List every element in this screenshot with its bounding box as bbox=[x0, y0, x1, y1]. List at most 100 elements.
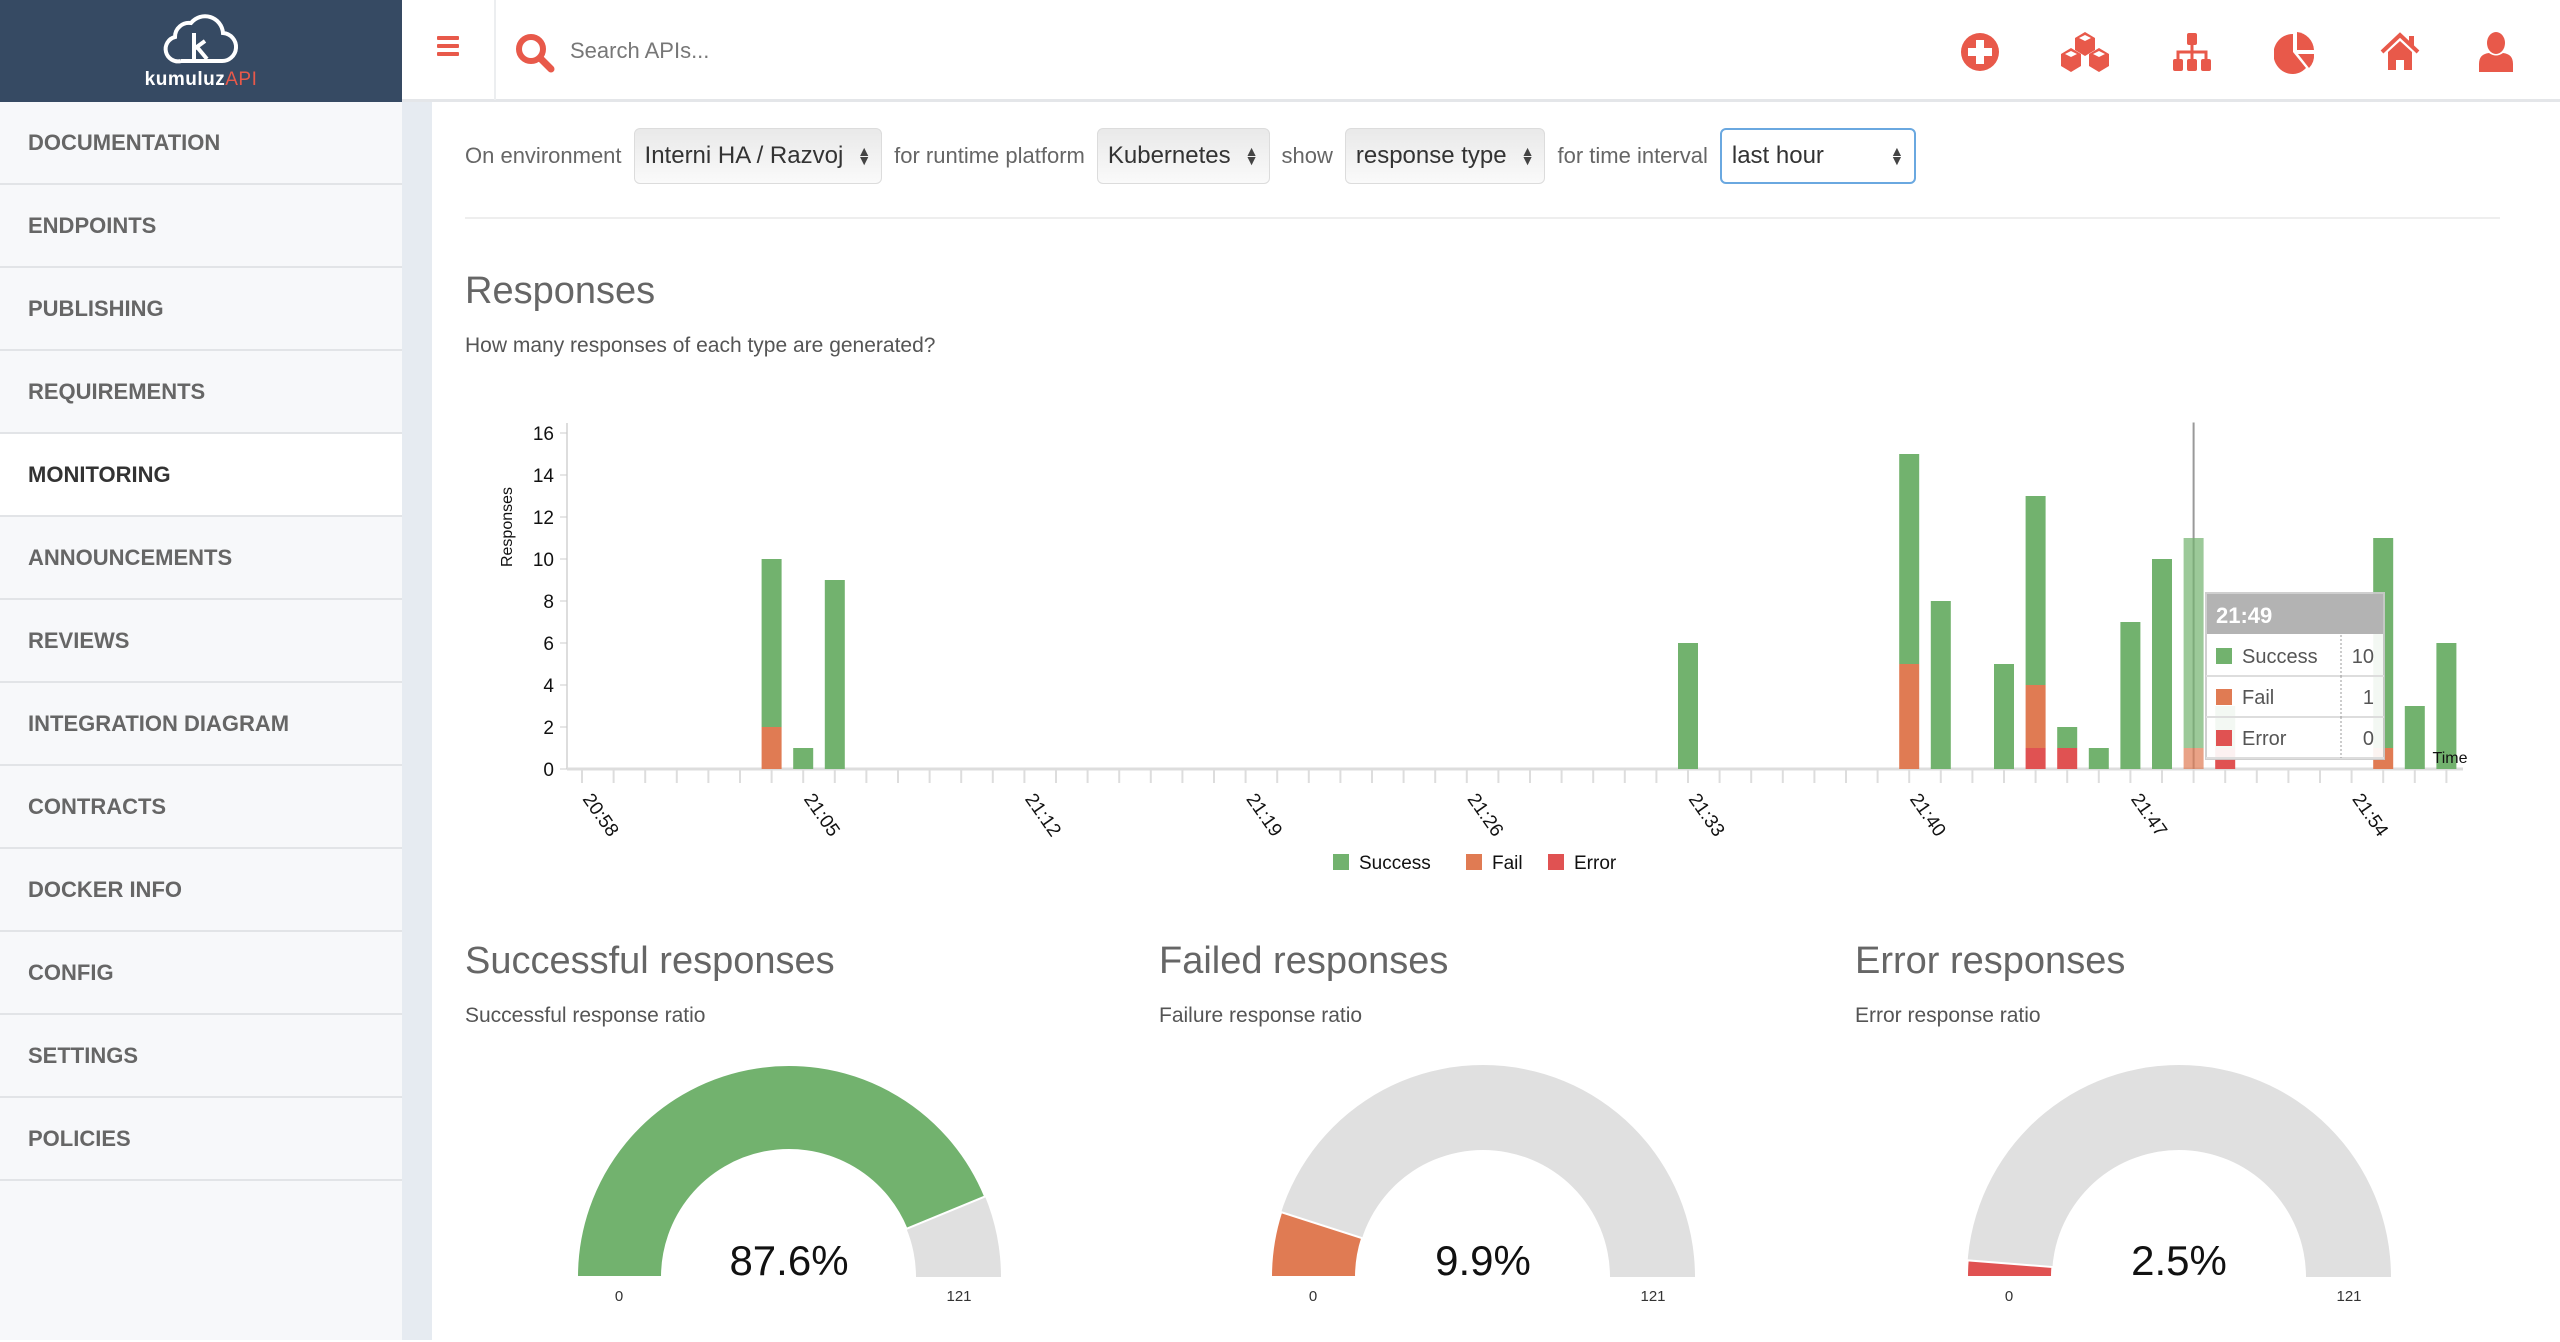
sidebar-item-integration-diagram[interactable]: INTEGRATION DIAGRAM bbox=[0, 683, 402, 766]
legend-swatch bbox=[1548, 854, 1564, 870]
gauge-value: 9.9% bbox=[1435, 1237, 1531, 1284]
sidebar-item-monitoring[interactable]: MONITORING bbox=[0, 434, 402, 517]
home-icon[interactable] bbox=[2378, 30, 2422, 74]
legend-error[interactable]: Error bbox=[1574, 853, 1617, 874]
cubes-icon[interactable] bbox=[2058, 30, 2112, 74]
sidebar-item-documentation[interactable]: DOCUMENTATION bbox=[0, 102, 402, 185]
y-tick-label: 4 bbox=[543, 676, 554, 697]
sidebar-gutter bbox=[402, 102, 432, 1340]
bar-success[interactable] bbox=[2088, 748, 2109, 769]
bar-success[interactable] bbox=[793, 748, 814, 769]
y-tick-label: 8 bbox=[543, 592, 554, 613]
gauge-title: Failed responses bbox=[1159, 940, 1449, 982]
search-icon bbox=[516, 34, 555, 73]
gauge-max: 121 bbox=[2336, 1288, 2361, 1305]
sidebar-item-settings[interactable]: SETTINGS bbox=[0, 1015, 402, 1098]
hamburger-menu-icon[interactable] bbox=[437, 36, 459, 56]
gauge-0: 87.6% 0 121 bbox=[575, 1064, 1001, 1305]
gauge-fill bbox=[1965, 1259, 2054, 1278]
search-input[interactable] bbox=[570, 38, 1070, 64]
bar-success[interactable] bbox=[2404, 706, 2425, 769]
bar-success[interactable] bbox=[1899, 454, 1920, 664]
gauge-subtitle: Error response ratio bbox=[1855, 1004, 2041, 1027]
gauge-subtitle: Failure response ratio bbox=[1159, 1004, 1363, 1027]
bar-fail[interactable] bbox=[761, 727, 782, 769]
platform-value: Kubernetes bbox=[1107, 142, 1231, 169]
sidebar-item-config[interactable]: CONFIG bbox=[0, 932, 402, 1015]
gauge-max: 121 bbox=[1640, 1288, 1665, 1305]
bar-fail[interactable] bbox=[2183, 748, 2204, 769]
y-tick-label: 14 bbox=[533, 466, 555, 487]
brand-wordmark: kumuluzAPI bbox=[144, 69, 258, 90]
bar-error[interactable] bbox=[2025, 748, 2046, 769]
platform-select[interactable]: Kubernetes ▲ ▼ bbox=[1096, 128, 1270, 184]
bar-success[interactable] bbox=[761, 559, 782, 727]
gauge-min: 0 bbox=[615, 1288, 623, 1305]
chart-tooltip: 21:49 Success 10 Fail 1 Error 0 bbox=[2205, 592, 2385, 760]
bar-fail[interactable] bbox=[1899, 664, 1920, 769]
sitemap-icon[interactable] bbox=[2170, 30, 2214, 74]
legend-fail[interactable]: Fail bbox=[1492, 853, 1523, 874]
y-axis-label: Responses bbox=[499, 487, 516, 567]
sidebar-item-policies[interactable]: POLICIES bbox=[0, 1098, 402, 1181]
sidebar-item-reviews[interactable]: REVIEWS bbox=[0, 600, 402, 683]
gauge-fill bbox=[1269, 1210, 1364, 1278]
tooltip-series: Success bbox=[2242, 646, 2318, 668]
legend-swatch bbox=[1466, 854, 1482, 870]
bar-success[interactable] bbox=[2120, 622, 2141, 769]
bar-success[interactable] bbox=[2183, 538, 2204, 748]
brand-logo[interactable]: kumuluzAPI bbox=[0, 0, 402, 102]
platform-label: for runtime platform bbox=[894, 143, 1085, 168]
y-tick-label: 12 bbox=[533, 508, 554, 529]
gauge-fill bbox=[575, 1064, 987, 1278]
plus-circle-icon[interactable] bbox=[1958, 30, 2002, 74]
x-axis-label: Time bbox=[2433, 750, 2468, 767]
user-icon[interactable] bbox=[2474, 30, 2518, 74]
sidebar-item-contracts[interactable]: CONTRACTS bbox=[0, 766, 402, 849]
bar-success[interactable] bbox=[1930, 601, 1951, 769]
gauge-max: 121 bbox=[946, 1288, 971, 1305]
gauge-value: 87.6% bbox=[729, 1237, 848, 1284]
sidebar-item-announcements[interactable]: ANNOUNCEMENTS bbox=[0, 517, 402, 600]
bar-fail[interactable] bbox=[2025, 685, 2046, 748]
gauge-title: Successful responses bbox=[465, 940, 835, 982]
bar-error[interactable] bbox=[2057, 748, 2078, 769]
sidebar-item-publishing[interactable]: PUBLISHING bbox=[0, 268, 402, 351]
gauge-min: 0 bbox=[1309, 1288, 1317, 1305]
cloud-logo-icon bbox=[163, 14, 239, 64]
interval-select[interactable]: last hour ▲ ▼ bbox=[1719, 128, 1916, 184]
metric-select[interactable]: response type ▲ ▼ bbox=[1344, 128, 1546, 184]
y-tick-label: 2 bbox=[543, 718, 554, 739]
legend-success[interactable]: Success bbox=[1359, 853, 1431, 874]
bar-success[interactable] bbox=[2057, 727, 2078, 748]
y-tick-label: 16 bbox=[533, 424, 554, 445]
bar-success[interactable] bbox=[824, 580, 845, 769]
bar-success[interactable] bbox=[1994, 664, 2014, 769]
bar-success[interactable] bbox=[2025, 496, 2046, 685]
pie-chart-icon[interactable] bbox=[2274, 30, 2318, 74]
show-label: show bbox=[1281, 143, 1333, 168]
y-tick-label: 0 bbox=[543, 760, 554, 781]
environment-value: Interni HA / Razvoj bbox=[644, 142, 844, 169]
environment-select[interactable]: Interni HA / Razvoj ▲ ▼ bbox=[633, 128, 883, 184]
bar-success[interactable] bbox=[2152, 559, 2172, 769]
select-arrows-icon: ▲ ▼ bbox=[1520, 143, 1535, 168]
bar-success[interactable] bbox=[2436, 643, 2457, 769]
sidebar-item-requirements[interactable]: REQUIREMENTS bbox=[0, 351, 402, 434]
main-content: On environment Interni HA / Razvoj ▲ ▼ for… bbox=[432, 102, 2560, 1340]
sidebar: DOCUMENTATION ENDPOINTS PUBLISHING REQUIREM… bbox=[0, 102, 402, 1340]
sidebar-item-endpoints[interactable]: ENDPOINTS bbox=[0, 185, 402, 268]
select-arrows-icon: ▲ ▼ bbox=[1244, 143, 1259, 168]
sidebar-item-docker-info[interactable]: DOCKER INFO bbox=[0, 849, 402, 932]
tooltip-swatch bbox=[2216, 730, 2232, 746]
gauge-subtitle: Successful response ratio bbox=[465, 1004, 706, 1027]
gauge-track bbox=[1271, 1065, 1695, 1277]
divider bbox=[465, 217, 2500, 219]
responses-title: Responses bbox=[465, 270, 656, 312]
tooltip-value: 1 bbox=[2363, 687, 2374, 709]
tooltip-series: Fail bbox=[2242, 687, 2274, 709]
filter-bar: On environment Interni HA / Razvoj ▲ ▼ for… bbox=[465, 128, 1928, 184]
bar-success[interactable] bbox=[1678, 643, 1698, 769]
tooltip-value: 0 bbox=[2363, 728, 2374, 750]
